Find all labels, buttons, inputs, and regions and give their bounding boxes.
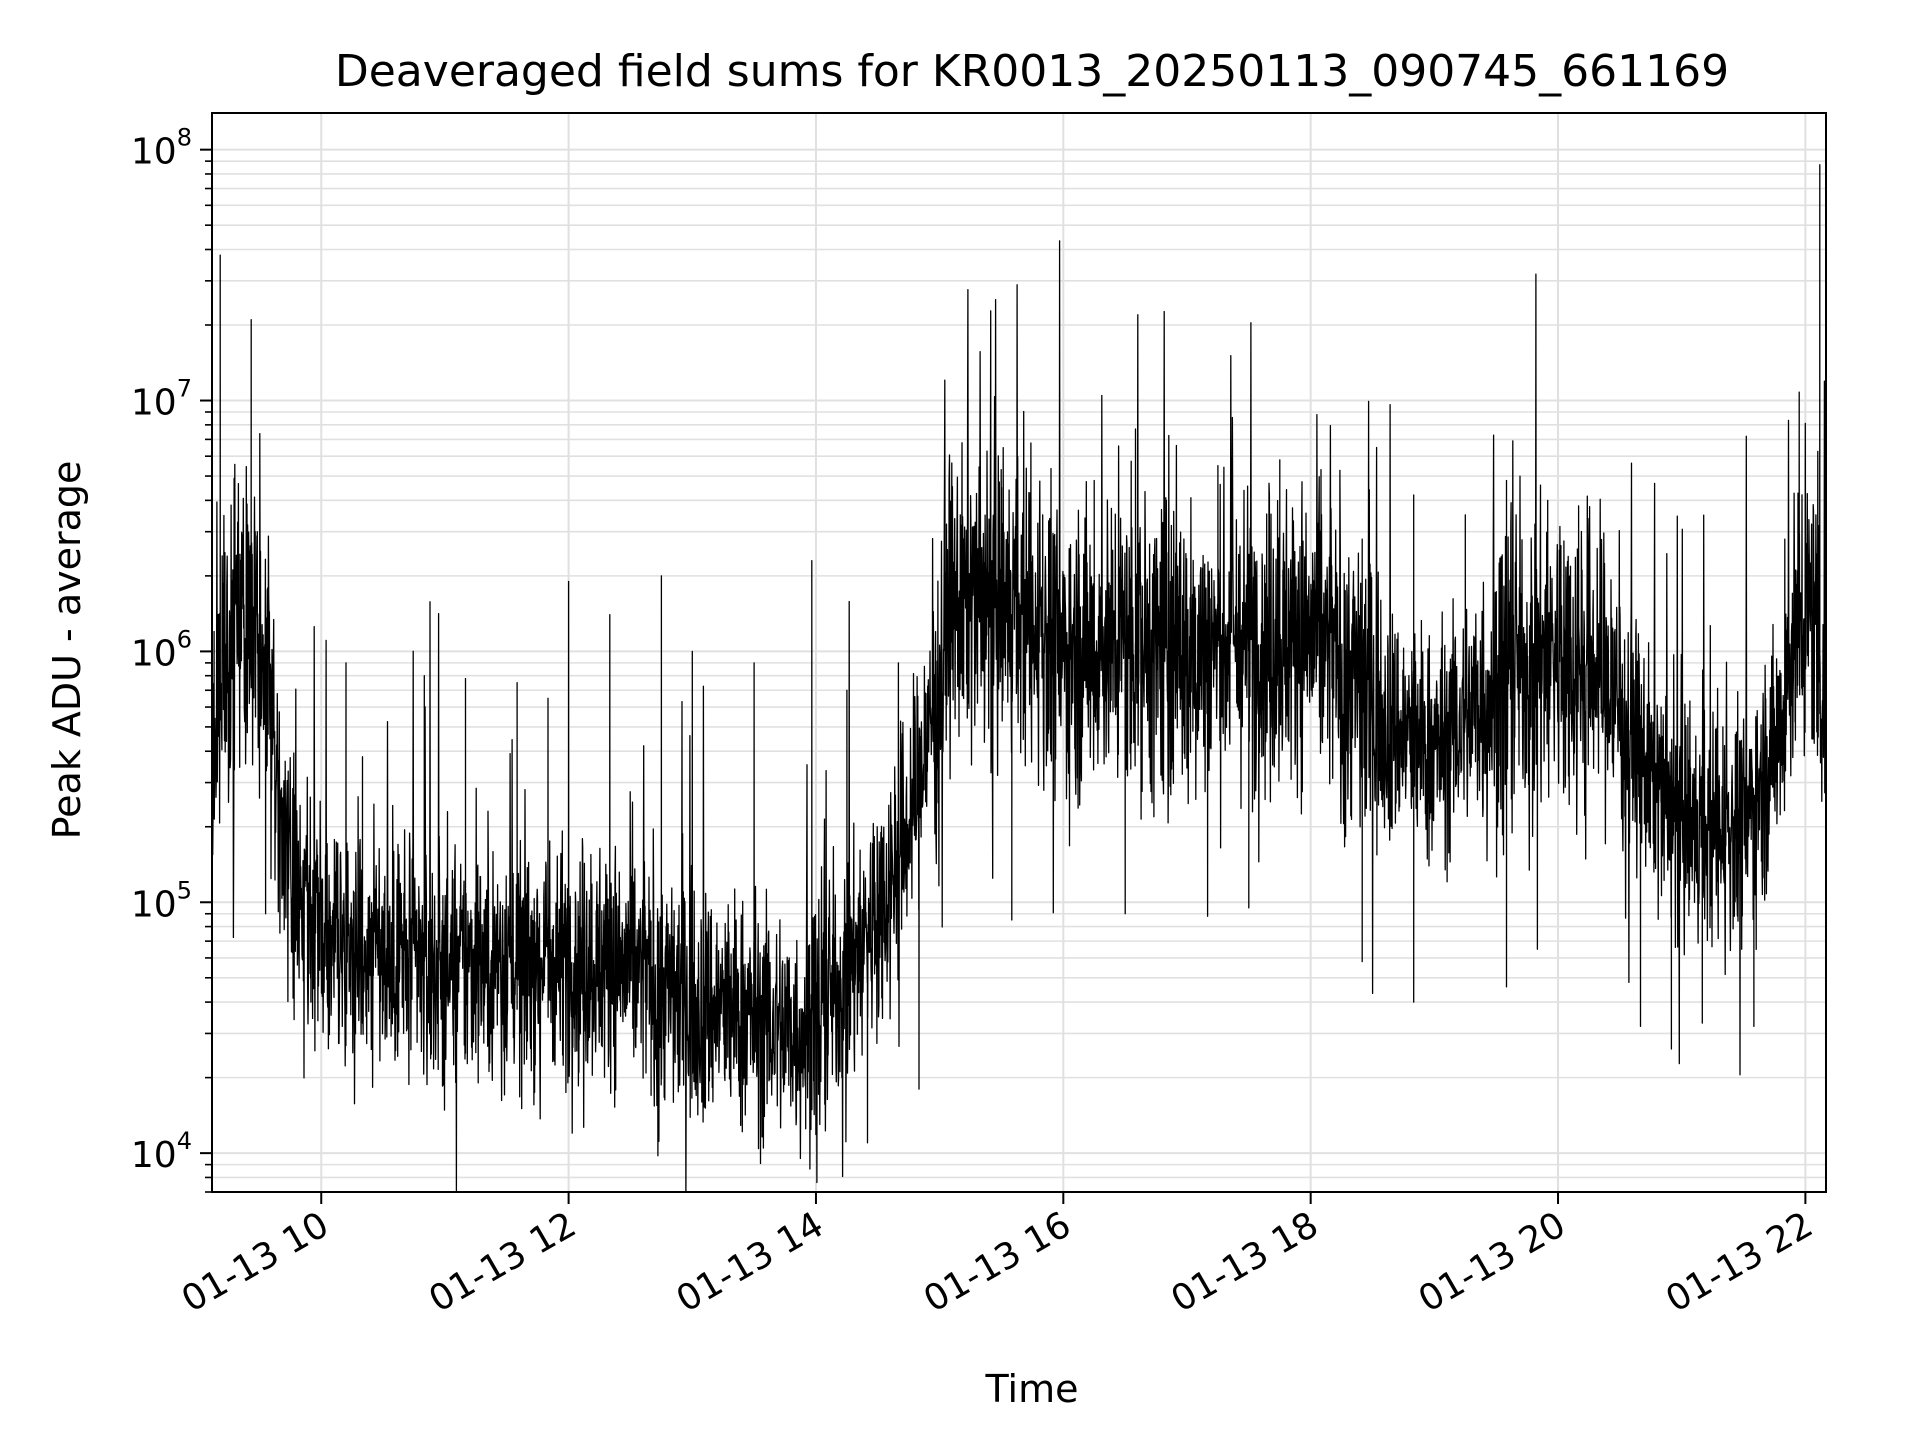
x-axis: 01-13 10 01-13 12 01-13 14 01-13 16 01-13 18… [175,1192,1820,1321]
y-axis-label: Peak ADU - average [45,461,89,840]
y-tick-label: 107 [131,375,192,424]
chart-title: Deaveraged field sums for KR0013_2025011… [335,46,1729,97]
y-tick-label: 108 [131,124,192,173]
x-tick-label: 01-13 20 [1412,1204,1573,1320]
x-tick-label: 01-13 18 [1165,1204,1326,1320]
y-tick-label: 104 [131,1127,192,1176]
x-tick-label: 01-13 12 [422,1204,583,1320]
x-tick-label: 01-13 14 [670,1204,831,1320]
x-tick-label: 01-13 22 [1659,1204,1820,1320]
x-axis-label: Time [985,1367,1079,1411]
x-tick-label: 01-13 10 [175,1204,336,1320]
y-axis: 104 105 106 107 108 [131,124,212,1193]
series-line [212,164,1826,1192]
y-tick-label: 105 [131,876,192,925]
x-tick-label: 01-13 16 [917,1204,1078,1320]
series-layer [212,164,1826,1192]
y-tick-label: 106 [131,625,192,674]
plot-frame [211,112,1827,1193]
